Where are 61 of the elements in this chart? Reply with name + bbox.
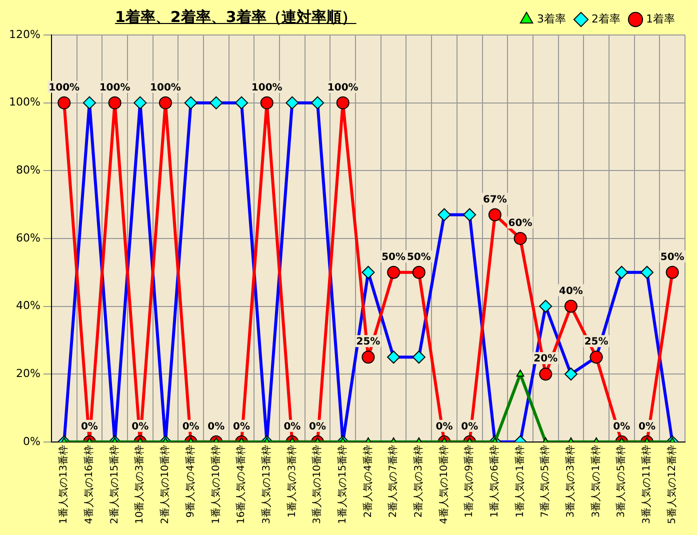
y-tick-label: 120% (8, 28, 40, 41)
data-label: 0% (309, 422, 326, 433)
x-tick-label: 1番人気の9番枠 (463, 444, 476, 518)
data-label: 40% (558, 286, 583, 297)
x-tick-label: 2番人気の3番枠 (412, 444, 424, 518)
x-tick-label: 3番人気の11番枠 (640, 444, 653, 524)
data-label: 0% (182, 422, 200, 433)
data-label: 100% (251, 82, 282, 94)
x-tick-label: 3番人気の13番枠 (260, 444, 272, 524)
x-tick-label: 9番人気の4番枠 (184, 444, 196, 518)
legend-label: 2着率 (592, 12, 621, 26)
y-tick-label: 100% (8, 96, 40, 109)
x-tick-label: 2番人気の10番枠 (159, 444, 172, 524)
x-tick-label: 1番人気の13番枠 (58, 444, 70, 524)
y-tick-label: 0% (22, 434, 40, 448)
y-tick-label: 40% (16, 299, 40, 312)
y-tick-label: 20% (16, 366, 40, 380)
x-tick-label: 16番人気の4番枠 (235, 444, 248, 524)
data-label: 50% (660, 252, 684, 263)
x-tick-label: 7番人気の5番枠 (539, 444, 552, 518)
x-tick-label: 3番人気の5番枠 (615, 444, 628, 518)
y-tick-label: 80% (16, 163, 40, 176)
x-tick-label: 3番人気の1番枠 (590, 444, 602, 518)
data-label: 0% (80, 422, 98, 433)
data-label: 0% (132, 422, 149, 433)
data-label: 50% (406, 252, 431, 263)
x-tick-label: 4番人気の16番枠 (83, 444, 96, 524)
data-label: 25% (584, 336, 608, 348)
data-label: 20% (534, 354, 558, 365)
data-label: 100% (327, 82, 358, 94)
data-label: 0% (638, 422, 656, 433)
x-tick-label: 4番人気の10番枠 (438, 444, 450, 524)
data-label: 0% (208, 422, 225, 433)
x-tick-label: 1番人気の3番枠 (286, 444, 298, 518)
x-tick-label: 1番人気の6番枠 (488, 444, 501, 518)
x-tick-label: 1番人気の10番枠 (210, 444, 222, 524)
data-label: 60% (508, 218, 532, 230)
data-label: 0% (461, 422, 478, 433)
data-label: 100% (48, 82, 80, 94)
x-tick-label: 3番人気の10番枠 (311, 444, 324, 524)
legend-label: 3着率 (537, 12, 566, 26)
x-tick-label: 3番人気の3番枠 (564, 444, 577, 518)
x-tick-label: 2番人気の4番枠 (362, 444, 374, 518)
data-label: 67% (482, 194, 507, 206)
data-label: 0% (284, 422, 301, 433)
data-label: 0% (233, 422, 250, 433)
x-tick-label: 2番人気の15番枠 (108, 444, 120, 524)
x-tick-label: 1番人気の1番枠 (514, 444, 526, 518)
x-tick-label: 5番人気の12番枠 (666, 444, 678, 524)
chart-title: 1着率、2着率、3着率（連対率順） (115, 8, 356, 27)
y-tick-label: 60% (16, 231, 40, 244)
data-label: 100% (99, 82, 130, 94)
data-label: 100% (150, 82, 181, 94)
data-label: 0% (436, 422, 453, 433)
data-label: 25% (356, 336, 380, 348)
data-label: 50% (382, 252, 406, 263)
x-tick-label: 1番人気の15番枠 (336, 444, 348, 524)
legend-label: 1着率 (646, 12, 675, 26)
x-tick-label: 2番人気の7番枠 (387, 444, 400, 518)
data-label: 0% (613, 422, 630, 433)
x-tick-label: 10番人気の3番枠 (134, 444, 146, 524)
